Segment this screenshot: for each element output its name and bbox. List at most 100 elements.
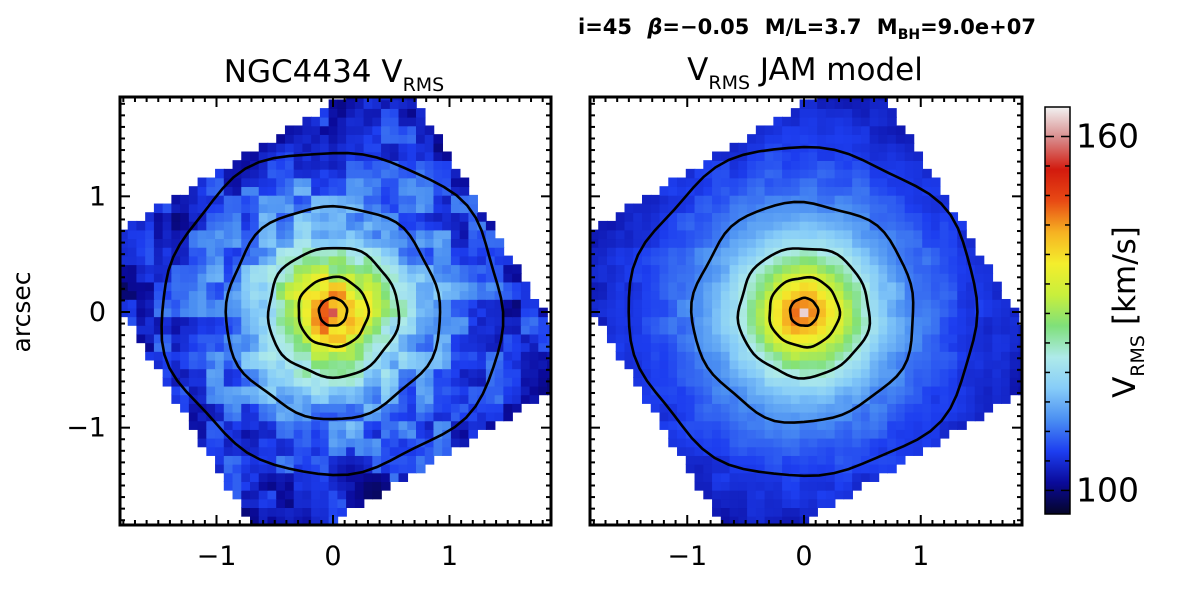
- map-pixel: [127, 290, 138, 300]
- map-pixel: [241, 212, 251, 222]
- map-pixel: [668, 203, 678, 214]
- map-pixel: [808, 437, 818, 448]
- map-pixel: [381, 177, 391, 188]
- map-pixel: [860, 160, 871, 170]
- map-pixel: [852, 290, 862, 300]
- map-pixel: [720, 325, 731, 335]
- map-pixel: [337, 168, 347, 179]
- map-pixel: [407, 298, 417, 309]
- map-pixel: [311, 186, 321, 196]
- map-pixel: [416, 446, 426, 456]
- map-pixel: [468, 212, 478, 222]
- map-pixel: [468, 220, 478, 231]
- map-pixel: [1001, 325, 1011, 335]
- map-pixel: [685, 403, 696, 413]
- map-pixel: [720, 411, 731, 422]
- map-pixel: [485, 246, 496, 257]
- map-pixel: [852, 281, 862, 292]
- map-pixel: [922, 272, 932, 283]
- map-pixel: [293, 238, 304, 248]
- map-pixel: [878, 186, 888, 196]
- map-pixel: [372, 97, 382, 101]
- map-pixel: [878, 97, 888, 101]
- map-pixel: [712, 316, 722, 326]
- map-pixel: [127, 220, 138, 231]
- map-pixel: [293, 168, 304, 179]
- map-pixel: [215, 194, 225, 205]
- map-pixel: [267, 403, 278, 413]
- map-pixel: [685, 429, 696, 439]
- map-pixel: [939, 429, 950, 439]
- map-pixel: [703, 420, 713, 430]
- map-pixel: [650, 403, 661, 413]
- map-pixel: [659, 238, 670, 248]
- map-pixel: [878, 411, 888, 422]
- map-pixel: [381, 472, 391, 482]
- map-pixel: [389, 325, 400, 335]
- map-pixel: [424, 316, 435, 326]
- map-pixel: [694, 220, 705, 231]
- map-pixel: [720, 515, 731, 525]
- map-pixel: [659, 186, 670, 196]
- map-pixel: [598, 229, 608, 240]
- map-pixel: [197, 238, 208, 248]
- map-pixel: [895, 194, 906, 205]
- map-pixel: [773, 281, 783, 292]
- map-pixel: [860, 420, 871, 430]
- map-pixel: [852, 307, 862, 318]
- map-pixel: [477, 212, 487, 222]
- map-pixel: [738, 203, 748, 214]
- map-pixel: [171, 333, 181, 344]
- map-pixel: [878, 403, 888, 413]
- map-pixel: [354, 290, 365, 300]
- map-pixel: [136, 281, 146, 292]
- map-pixel: [232, 238, 243, 248]
- map-pixel: [590, 246, 600, 257]
- map-pixel: [808, 420, 818, 430]
- map-pixel: [215, 238, 225, 248]
- map-pixel: [712, 507, 722, 517]
- map-pixel: [974, 411, 985, 422]
- map-pixel: [267, 507, 278, 517]
- map-pixel: [834, 290, 845, 300]
- map-pixel: [442, 316, 452, 326]
- map-pixel: [720, 220, 731, 231]
- map-pixel: [241, 411, 251, 422]
- map-pixel: [442, 160, 452, 170]
- map-pixel: [223, 411, 234, 422]
- map-pixel: [887, 142, 897, 153]
- map-pixel: [712, 186, 722, 196]
- map-pixel: [904, 220, 915, 231]
- map-pixel: [834, 142, 845, 153]
- map-pixel: [782, 507, 792, 517]
- map-pixel: [887, 385, 897, 396]
- map-pixel: [720, 298, 731, 309]
- map-pixel: [450, 307, 461, 318]
- map-pixel: [354, 186, 365, 196]
- map-pixel: [267, 325, 278, 335]
- map-pixel: [992, 316, 1002, 326]
- map-pixel: [284, 264, 295, 274]
- map-pixel: [817, 177, 827, 188]
- map-pixel: [372, 99, 382, 109]
- map-pixel: [354, 99, 365, 109]
- map-pixel: [668, 429, 678, 439]
- map-pixel: [153, 264, 164, 274]
- map-pixel: [764, 429, 775, 439]
- map-pixel: [328, 429, 339, 439]
- map-pixel: [512, 385, 522, 396]
- map-pixel: [328, 368, 339, 378]
- map-pixel: [703, 194, 713, 205]
- map-pixel: [790, 333, 801, 344]
- map-pixel: [738, 264, 748, 274]
- map-pixel: [241, 507, 251, 517]
- map-pixel: [773, 264, 783, 274]
- map-pixel: [904, 134, 915, 144]
- map-pixel: [450, 325, 461, 335]
- map-pixel: [738, 533, 748, 542]
- map-pixel: [485, 411, 496, 422]
- map-pixel: [302, 351, 312, 361]
- map-pixel: [764, 463, 775, 474]
- map-pixel: [895, 220, 906, 231]
- map-pixel: [852, 255, 862, 266]
